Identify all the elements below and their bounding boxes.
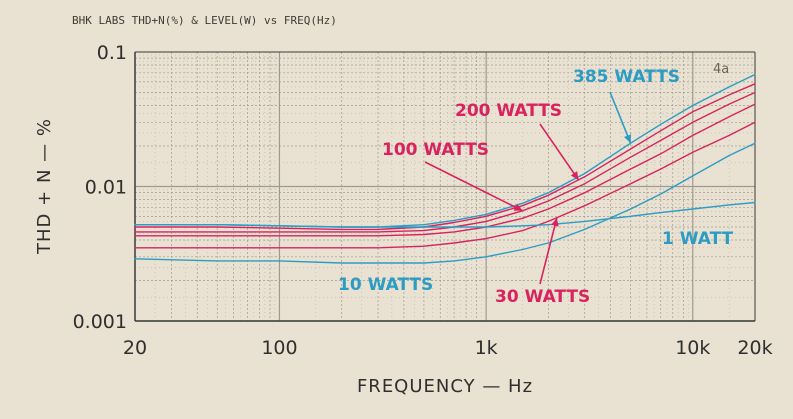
grid [134, 52, 756, 322]
plot-frame [134, 51, 756, 322]
leader-line [424, 161, 523, 212]
leader-arrowhead [624, 134, 632, 144]
x-tick-label: 100 [261, 337, 297, 359]
series-line-1 [134, 83, 756, 231]
label-385-watts: 385 WATTS [573, 67, 680, 87]
leader-line [539, 123, 580, 181]
x-tick-label: 20 [123, 337, 147, 359]
y-tick-label: 0.01 [85, 177, 127, 199]
chart-title: BHK LABS THD+N(%) & LEVEL(W) vs FREQ(Hz) [72, 14, 337, 27]
label-100-watts: 100 WATTS [382, 140, 489, 160]
series-line-6 [134, 201, 756, 228]
x-axis-label: FREQUENCY — Hz [357, 376, 533, 397]
leader-arrowhead [513, 203, 523, 211]
tick-labels: 20 100 1k 10k 20k 0.1 0.01 0.001 [73, 42, 773, 359]
x-tick-label: 20k [737, 337, 772, 359]
label-1-watt: 1 WATT [662, 229, 734, 249]
label-30-watts: 30 WATTS [495, 287, 590, 307]
series-line-3 [134, 103, 756, 237]
leader-arrowhead [570, 171, 579, 180]
series-line-5 [134, 142, 756, 264]
corner-mark: 4a [713, 62, 729, 77]
leader-line [539, 217, 558, 285]
y-axis-label: THD + N — % [34, 118, 55, 255]
x-tick-label: 1k [475, 337, 498, 359]
label-200-watts: 200 WATTS [455, 101, 562, 121]
x-tick-label: 10k [675, 337, 710, 359]
y-tick-label: 0.001 [73, 311, 127, 333]
series-labels: 385 WATTS 200 WATTS 100 WATTS 30 WATTS 10 WA… [338, 67, 734, 307]
leader-arrowhead [551, 217, 559, 227]
series-line-4 [134, 121, 756, 249]
series-group [134, 73, 756, 264]
series-line-2 [134, 91, 756, 233]
label-10-watts: 10 WATTS [338, 275, 433, 295]
y-tick-label: 0.1 [97, 42, 127, 64]
leader-line [609, 91, 632, 144]
